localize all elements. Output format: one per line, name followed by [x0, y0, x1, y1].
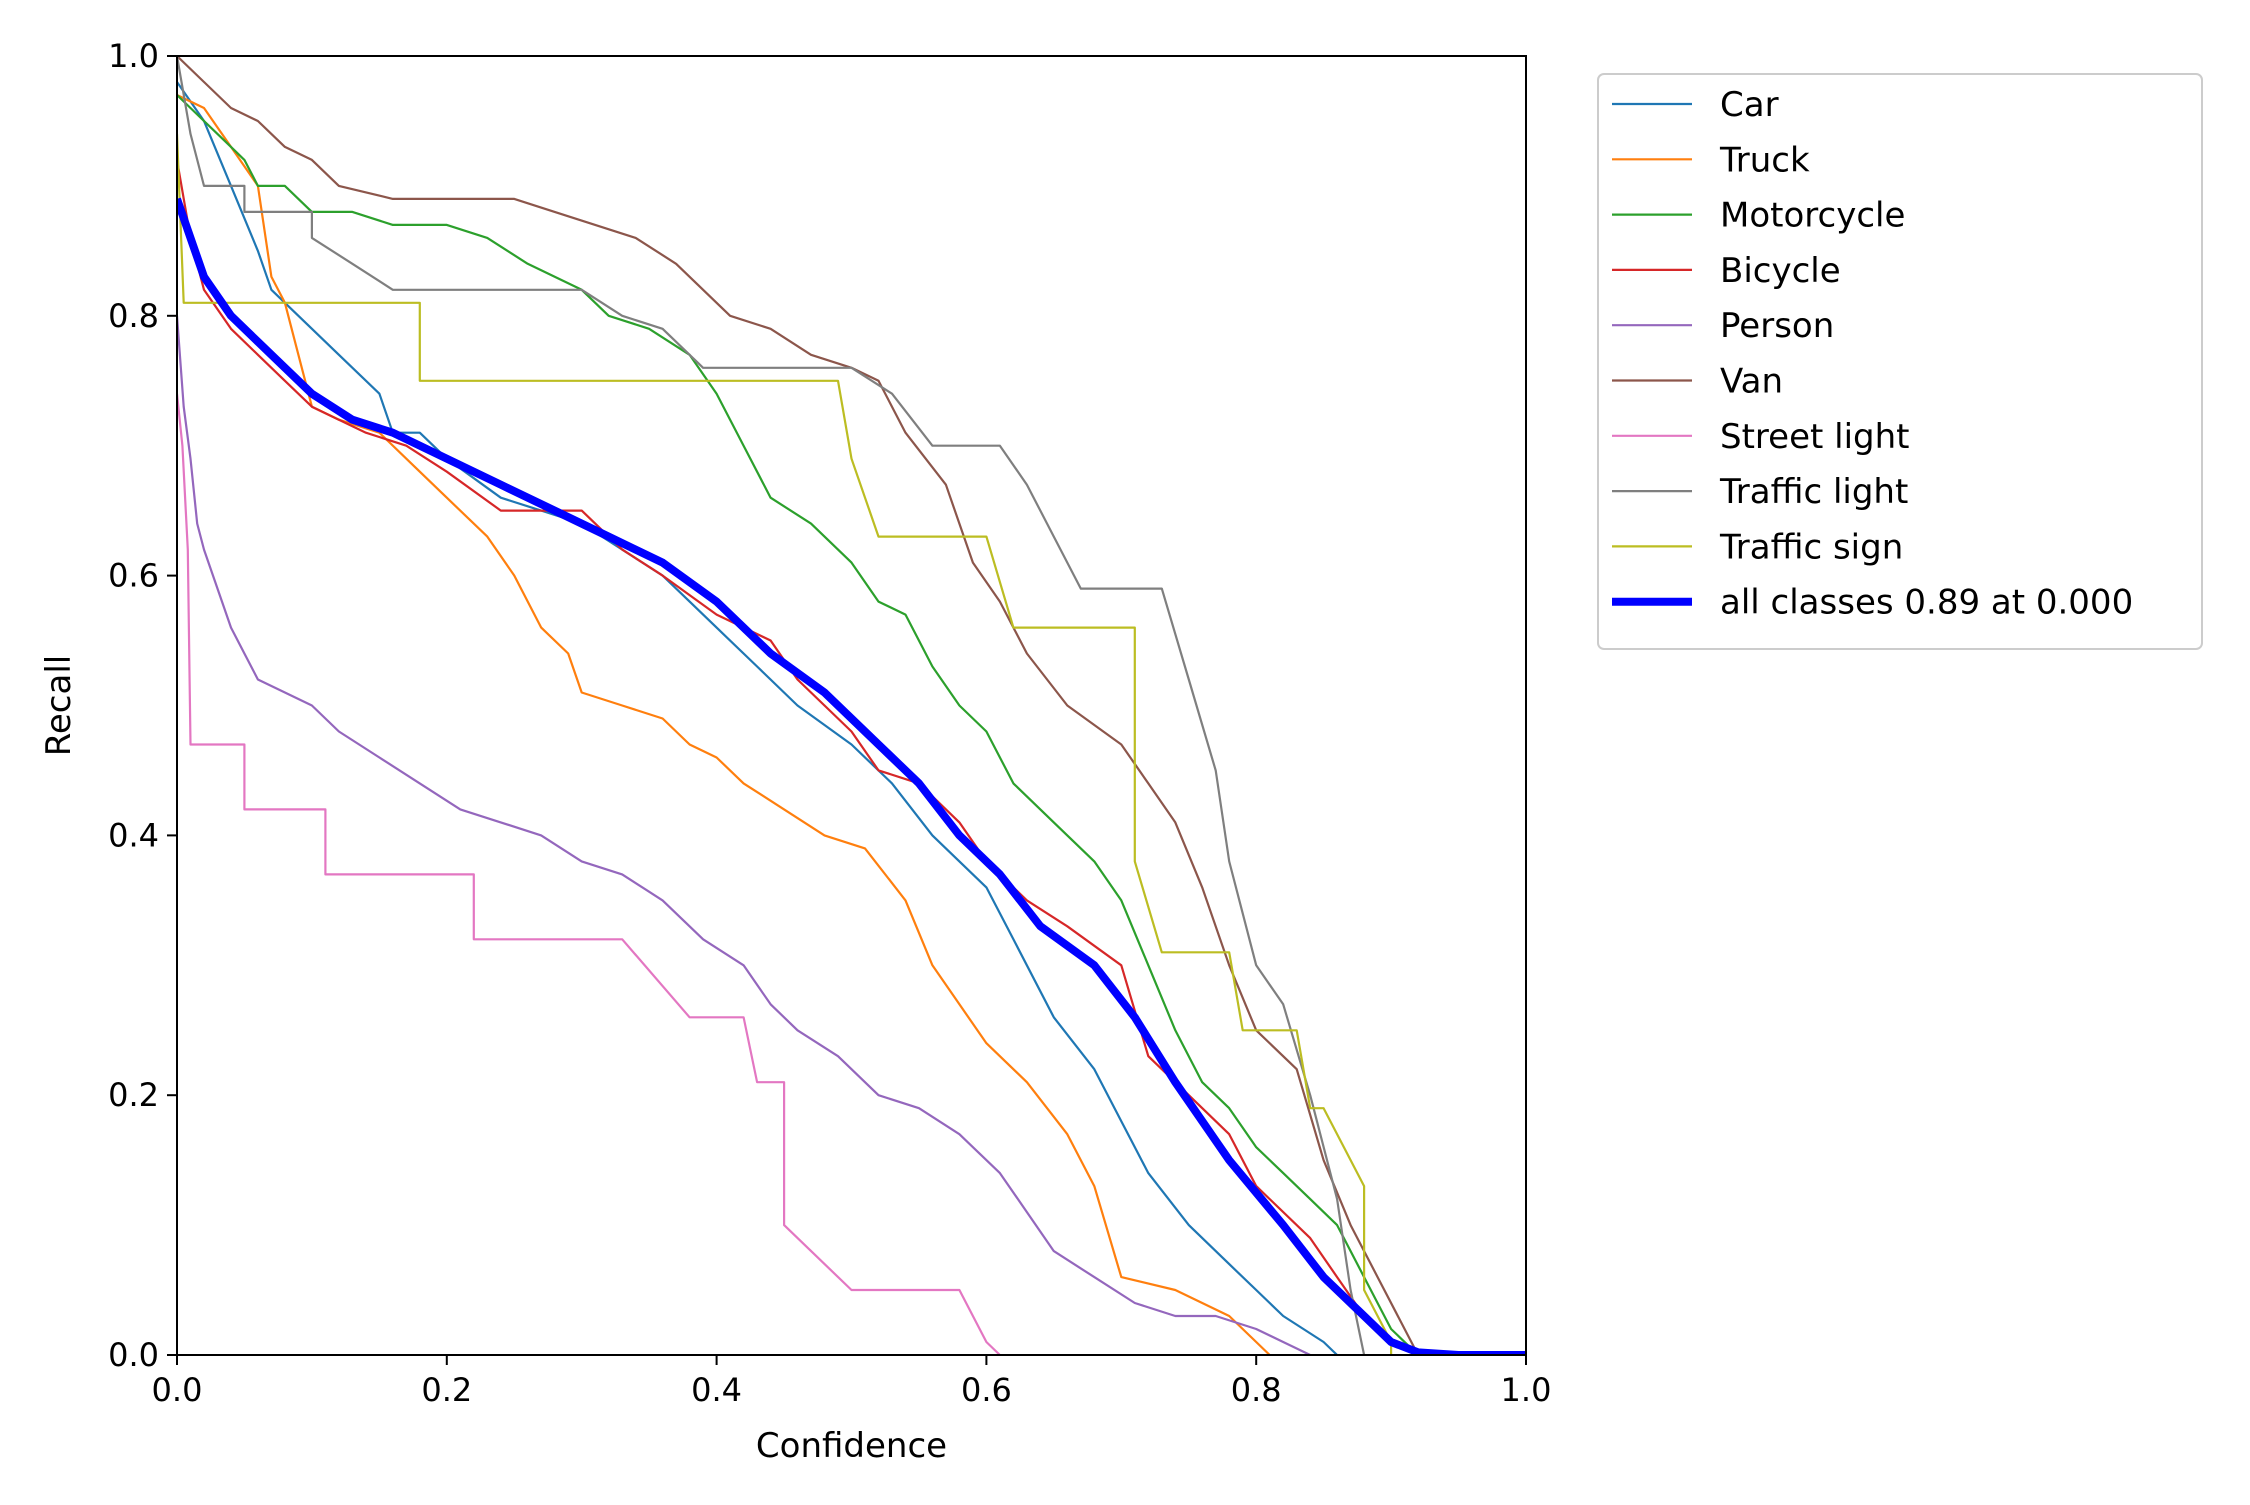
- y-axis-label: Recall: [39, 655, 79, 756]
- legend-label: Bicycle: [1720, 251, 1841, 291]
- series-line-5: [177, 56, 1420, 1355]
- x-tick-label: 0.2: [421, 1371, 472, 1409]
- legend-frame: [1597, 73, 2203, 650]
- plot-frame: [176, 55, 1527, 1356]
- legend: Car Truck Motorcycle Bicycle Person Van Street…: [1597, 73, 2203, 650]
- legend-label: Street light: [1720, 417, 1909, 457]
- legend-label: Motorcycle: [1720, 196, 1905, 236]
- series-line-3: [177, 159, 1419, 1355]
- y-tick-label: 0.2: [108, 1076, 159, 1114]
- x-tick-label: 0.8: [1231, 1371, 1282, 1409]
- series-line-1: [177, 94, 1271, 1355]
- x-tick-label: 0.4: [691, 1371, 742, 1409]
- y-tick-label: 0.8: [108, 297, 159, 335]
- legend-label: Traffic light: [1719, 472, 1908, 512]
- x-axis: 0.0 0.2 0.4 0.6 0.8 1.0: [152, 1355, 1552, 1409]
- y-axis: 0.0 0.2 0.4 0.6 0.8 1.0: [108, 37, 177, 1374]
- legend-label: Car: [1720, 85, 1779, 125]
- series-layer: [177, 56, 1526, 1355]
- legend-label: Person: [1720, 306, 1834, 346]
- series-line-7: [177, 56, 1366, 1355]
- y-tick-label: 0.4: [108, 816, 159, 854]
- x-axis-label: Confidence: [756, 1426, 947, 1466]
- series-line-0: [177, 81, 1338, 1355]
- x-tick-label: 0.0: [152, 1371, 203, 1409]
- y-tick-label: 0.6: [108, 557, 159, 595]
- x-tick-label: 1.0: [1501, 1371, 1552, 1409]
- legend-label: Van: [1720, 362, 1783, 402]
- series-line-6: [177, 393, 1001, 1355]
- series-line-4: [177, 315, 1311, 1355]
- legend-label: all classes 0.89 at 0.000: [1720, 583, 2133, 623]
- series-line-8: [177, 133, 1393, 1355]
- x-tick-label: 0.6: [961, 1371, 1012, 1409]
- series-line-9: [177, 197, 1526, 1355]
- legend-label: Traffic sign: [1719, 527, 1903, 567]
- y-tick-label: 0.0: [108, 1336, 159, 1374]
- y-tick-label: 1.0: [108, 37, 159, 75]
- legend-label: Truck: [1719, 140, 1810, 180]
- series-line-2: [177, 94, 1419, 1355]
